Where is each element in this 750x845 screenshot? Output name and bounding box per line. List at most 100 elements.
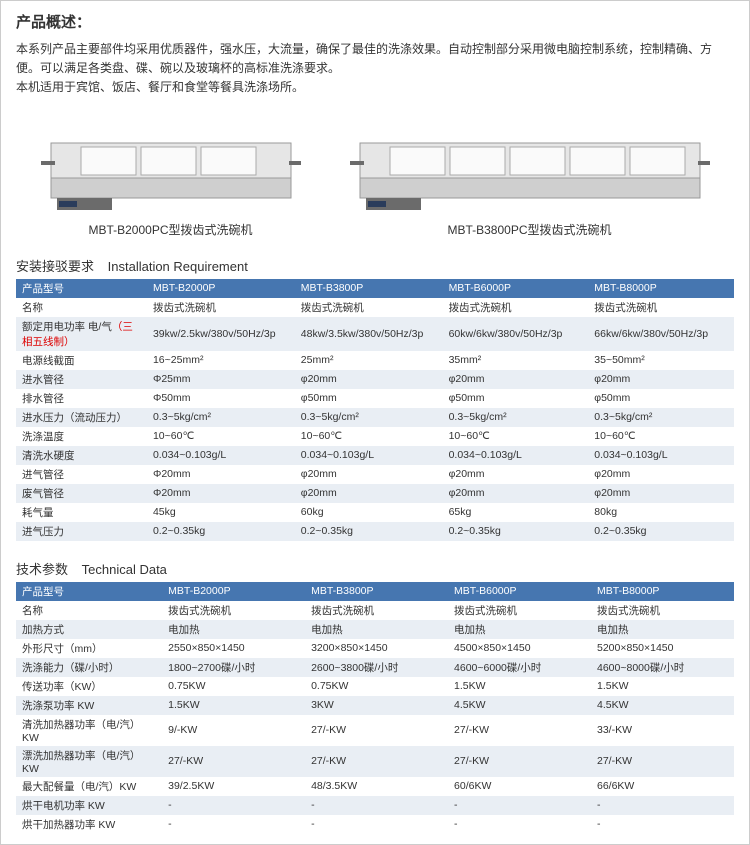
install-row-label: 进气管径 [16, 465, 147, 484]
tech-cell: 3KW [305, 696, 448, 715]
tech-header-row: 产品型号 MBT-B2000P MBT-B3800P MBT-B6000P MB… [16, 582, 734, 601]
tech-cell: - [448, 796, 591, 815]
install-cell: Φ20mm [147, 465, 295, 484]
tech-cell: 27/-KW [448, 715, 591, 746]
install-cell: 0.034~0.103g/L [588, 446, 734, 465]
install-cell: 拨齿式洗碗机 [443, 298, 589, 317]
machine-left-image [41, 113, 301, 213]
install-cell: φ20mm [443, 484, 589, 503]
install-cell: 拨齿式洗碗机 [588, 298, 734, 317]
tech-cell: 1800~2700碟/小时 [162, 658, 305, 677]
install-cell: 0.3~5kg/cm² [588, 408, 734, 427]
install-cell: φ20mm [295, 370, 443, 389]
install-cell: 10~60℃ [443, 427, 589, 446]
install-cell: 16~25mm² [147, 351, 295, 370]
tech-cell: 4.5KW [448, 696, 591, 715]
install-cell: φ50mm [443, 389, 589, 408]
machine-left-figure: MBT-B2000PC型拨齿式洗碗机 [41, 113, 301, 238]
tech-header-col-1: MBT-B3800P [305, 582, 448, 601]
install-cell: φ20mm [588, 465, 734, 484]
tech-cell: 66/6KW [591, 777, 734, 796]
tech-row-label: 传送功率（KW） [16, 677, 162, 696]
install-row-label-note: （三相五线制） [22, 321, 133, 348]
install-cell: Φ20mm [147, 484, 295, 503]
tech-header-col-0: MBT-B2000P [162, 582, 305, 601]
tech-cell: 27/-KW [448, 746, 591, 777]
install-cell: 66kw/6kw/380v/50Hz/3p [588, 317, 734, 351]
tech-section-title: 技术参数 Technical Data [16, 559, 734, 578]
tech-row-label: 加热方式 [16, 620, 162, 639]
install-cell: 10~60℃ [147, 427, 295, 446]
install-cell: 拨齿式洗碗机 [147, 298, 295, 317]
tech-cell: 33/-KW [591, 715, 734, 746]
table-row: 进水管径Φ25mmφ20mmφ20mmφ20mm [16, 370, 734, 389]
tech-row-label: 洗涤能力（碟/小时） [16, 658, 162, 677]
install-cell: 0.3~5kg/cm² [147, 408, 295, 427]
install-cell: 0.3~5kg/cm² [443, 408, 589, 427]
tech-cell: - [305, 815, 448, 834]
table-row: 最大配餐量（电/汽）KW39/2.5KW48/3.5KW60/6KW66/6KW [16, 777, 734, 796]
table-row: 名称拨齿式洗碗机拨齿式洗碗机拨齿式洗碗机拨齿式洗碗机 [16, 298, 734, 317]
tech-cell: - [162, 815, 305, 834]
tech-table: 产品型号 MBT-B2000P MBT-B3800P MBT-B6000P MB… [16, 582, 734, 834]
install-cell: 拨齿式洗碗机 [295, 298, 443, 317]
table-row: 外形尺寸（mm）2550×850×14503200×850×14504500×8… [16, 639, 734, 658]
description: 本系列产品主要部件均采用优质器件，强水压，大流量，确保了最佳的洗涤效果。自动控制… [16, 40, 734, 98]
install-cell: 60kg [295, 503, 443, 522]
table-row: 洗涤能力（碟/小时）1800~2700碟/小时2600~3800碟/小时4600… [16, 658, 734, 677]
desc-line-1: 本系列产品主要部件均采用优质器件，强水压，大流量，确保了最佳的洗涤效果。自动控制… [16, 42, 712, 75]
install-title-en: Installation Requirement [108, 259, 248, 274]
tech-cell: - [591, 815, 734, 834]
table-row: 洗涤温度10~60℃10~60℃10~60℃10~60℃ [16, 427, 734, 446]
install-cell: φ20mm [295, 484, 443, 503]
install-cell: 0.2~0.35kg [147, 522, 295, 541]
tech-cell: 电加热 [591, 620, 734, 639]
install-row-label: 清洗水硬度 [16, 446, 147, 465]
tech-cell: 电加热 [162, 620, 305, 639]
install-cell: Φ50mm [147, 389, 295, 408]
install-header-row: 产品型号 MBT-B2000P MBT-B3800P MBT-B6000P MB… [16, 279, 734, 298]
install-header-label: 产品型号 [16, 279, 147, 298]
tech-cell: 0.75KW [162, 677, 305, 696]
tech-cell: 48/3.5KW [305, 777, 448, 796]
install-cell: φ50mm [588, 389, 734, 408]
install-row-label: 名称 [16, 298, 147, 317]
install-row-label: 进水压力（流动压力） [16, 408, 147, 427]
tech-row-label: 漂洗加热器功率（电/汽）KW [16, 746, 162, 777]
install-cell: 25mm² [295, 351, 443, 370]
table-row: 耗气量45kg60kg65kg80kg [16, 503, 734, 522]
install-cell: 39kw/2.5kw/380v/50Hz/3p [147, 317, 295, 351]
tech-header-col-3: MBT-B8000P [591, 582, 734, 601]
install-cell: 10~60℃ [295, 427, 443, 446]
install-header-col-3: MBT-B8000P [588, 279, 734, 298]
tech-cell: - [305, 796, 448, 815]
tech-row-label: 清洗加热器功率（电/汽）KW [16, 715, 162, 746]
tech-cell: 拨齿式洗碗机 [305, 601, 448, 620]
table-row: 清洗水硬度0.034~0.103g/L0.034~0.103g/L0.034~0… [16, 446, 734, 465]
tech-cell: 0.75KW [305, 677, 448, 696]
tech-cell: - [591, 796, 734, 815]
install-cell: 45kg [147, 503, 295, 522]
install-cell: 0.034~0.103g/L [295, 446, 443, 465]
install-row-label: 额定用电功率 电/气（三相五线制） [16, 317, 147, 351]
tech-cell: 电加热 [305, 620, 448, 639]
tech-cell: 27/-KW [305, 746, 448, 777]
table-row: 清洗加热器功率（电/汽）KW9/-KW27/-KW27/-KW33/-KW [16, 715, 734, 746]
install-row-label: 排水管径 [16, 389, 147, 408]
install-cell: 60kw/6kw/380v/50Hz/3p [443, 317, 589, 351]
tech-cell: 2600~3800碟/小时 [305, 658, 448, 677]
install-cell: 35mm² [443, 351, 589, 370]
tech-cell: 39/2.5KW [162, 777, 305, 796]
install-cell: 65kg [443, 503, 589, 522]
install-header-col-1: MBT-B3800P [295, 279, 443, 298]
install-cell: 80kg [588, 503, 734, 522]
install-cell: φ20mm [588, 370, 734, 389]
machine-right-caption: MBT-B3800PC型拨齿式洗碗机 [350, 221, 710, 238]
install-cell: 0.2~0.35kg [443, 522, 589, 541]
install-cell: φ20mm [295, 465, 443, 484]
table-row: 烘干电机功率 KW---- [16, 796, 734, 815]
table-row: 进气管径Φ20mmφ20mmφ20mmφ20mm [16, 465, 734, 484]
tech-row-label: 外形尺寸（mm） [16, 639, 162, 658]
install-cell: 35~50mm² [588, 351, 734, 370]
table-row: 进水压力（流动压力）0.3~5kg/cm²0.3~5kg/cm²0.3~5kg/… [16, 408, 734, 427]
